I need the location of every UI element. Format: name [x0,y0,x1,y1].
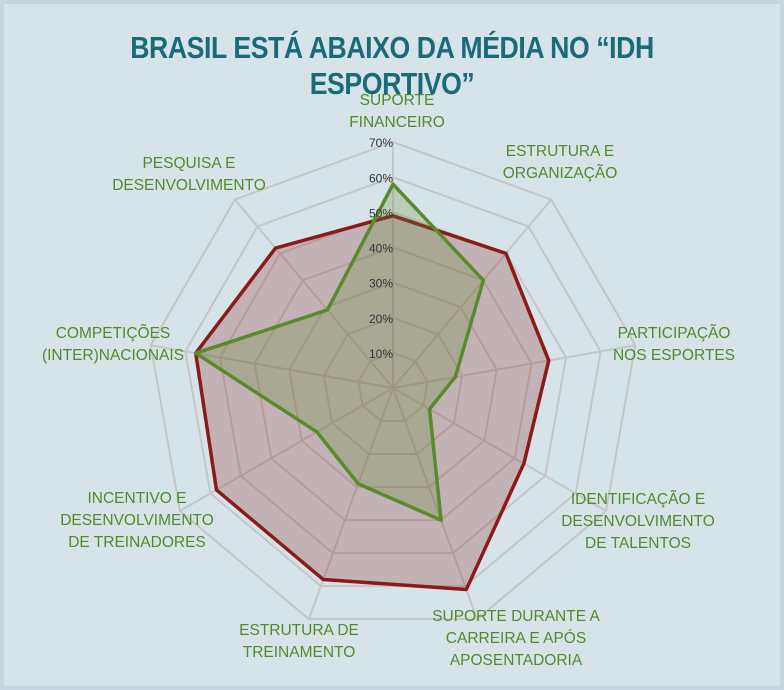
series-area [193,214,551,592]
spoke [392,344,636,389]
category-label: ESTRUTURA DE TREINAMENTO [239,622,359,661]
chart: 10% 20% 30% 40% 50% 60% 70% [149,136,637,621]
r-tick-label: 30% [369,277,393,291]
spoke [392,198,552,389]
r-tick-label: 50% [369,206,393,220]
r-tick-label: 60% [369,171,393,185]
r-tick-label: 40% [369,242,393,256]
category-label: INCENTIVO E DESENVOLVIMENTO DE TREINADOR… [60,490,214,551]
grid-ring [149,140,637,621]
series-area [193,182,486,522]
category-label: SUPORTE DURANTE A CARREIRA E APÓS APOSEN… [432,608,600,669]
grid-ring [357,351,429,423]
category-label: ESTRUTURA E ORGANIZAÇÃO [502,143,618,182]
r-tick-label: 70% [369,136,393,150]
chart-title: BRASIL ESTÁ ABAIXO DA MÉDIA NO “IDH ESPO… [130,30,654,101]
category-label: COMPETIÇÕES (INTER)NACIONAIS [41,325,185,364]
spoke [234,198,394,389]
category-label: SUPORTE FINANCEIRO [349,92,445,131]
grid-ring [288,281,498,489]
spoke [392,387,479,620]
spoke [150,344,394,389]
r-tick-label: 20% [369,312,393,326]
grid-ring [253,246,533,522]
grid-ring [322,316,464,456]
grid-ring [218,211,568,555]
r-tick-label: 10% [369,347,393,361]
category-label: PARTICIPAÇÃO NOS ESPORTES [612,325,736,364]
category-label: PESQUISA E DESENVOLVIMENTO [112,155,266,194]
category-label: IDENTIFICAÇÃO E DESENVOLVIMENTO DE TALEN… [561,491,715,552]
grid-ring [184,176,602,588]
